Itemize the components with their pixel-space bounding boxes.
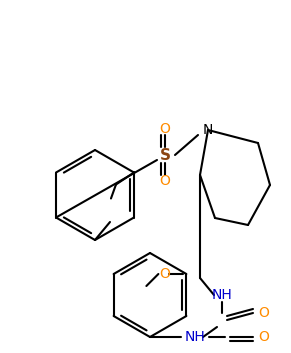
Text: S: S (159, 148, 171, 162)
Text: O: O (159, 122, 171, 136)
Text: O: O (159, 174, 171, 188)
Text: O: O (259, 330, 269, 344)
Text: O: O (159, 267, 170, 281)
Text: NH: NH (184, 330, 205, 344)
Text: NH: NH (212, 288, 233, 302)
Text: N: N (203, 123, 213, 137)
Text: O: O (259, 306, 269, 320)
